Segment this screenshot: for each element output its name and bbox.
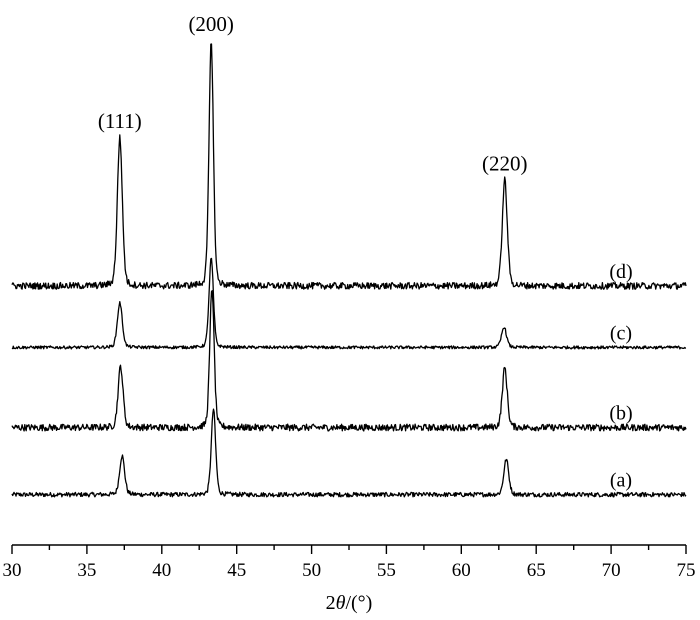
series-labels: (a) (b) (c) (d)	[609, 261, 632, 492]
series-label-c: (c)	[610, 322, 632, 344]
series-label-b: (b)	[609, 403, 632, 425]
peak-labels: (111) (200) (220)	[98, 12, 528, 176]
x-axis-label: 2θ/(°)	[326, 592, 373, 614]
x-tick-label: 30	[3, 560, 22, 581]
x-tick-label: 60	[452, 560, 471, 581]
series-line-b	[11, 290, 687, 432]
x-tick-label: 35	[77, 560, 96, 581]
peak-label-111: (111)	[98, 109, 142, 133]
series-label-d: (d)	[609, 261, 632, 283]
series-line-c	[11, 257, 687, 350]
x-tick-label: 45	[227, 560, 246, 581]
x-tick-label: 55	[377, 560, 396, 581]
x-axis-ticks: 30 35 40 45 50 55 60 65 70 75	[3, 545, 696, 581]
x-tick-label: 75	[677, 560, 696, 581]
series-line-a	[11, 408, 687, 498]
x-tick-label: 65	[527, 560, 546, 581]
x-tick-label: 40	[152, 560, 171, 581]
series-traces	[11, 43, 687, 498]
x-tick-label: 50	[302, 560, 321, 581]
series-line-d	[11, 43, 687, 290]
peak-label-220: (220)	[482, 152, 528, 176]
peak-label-200: (200)	[188, 12, 234, 36]
x-tick-label: 70	[602, 560, 621, 581]
series-label-a: (a)	[610, 470, 632, 492]
